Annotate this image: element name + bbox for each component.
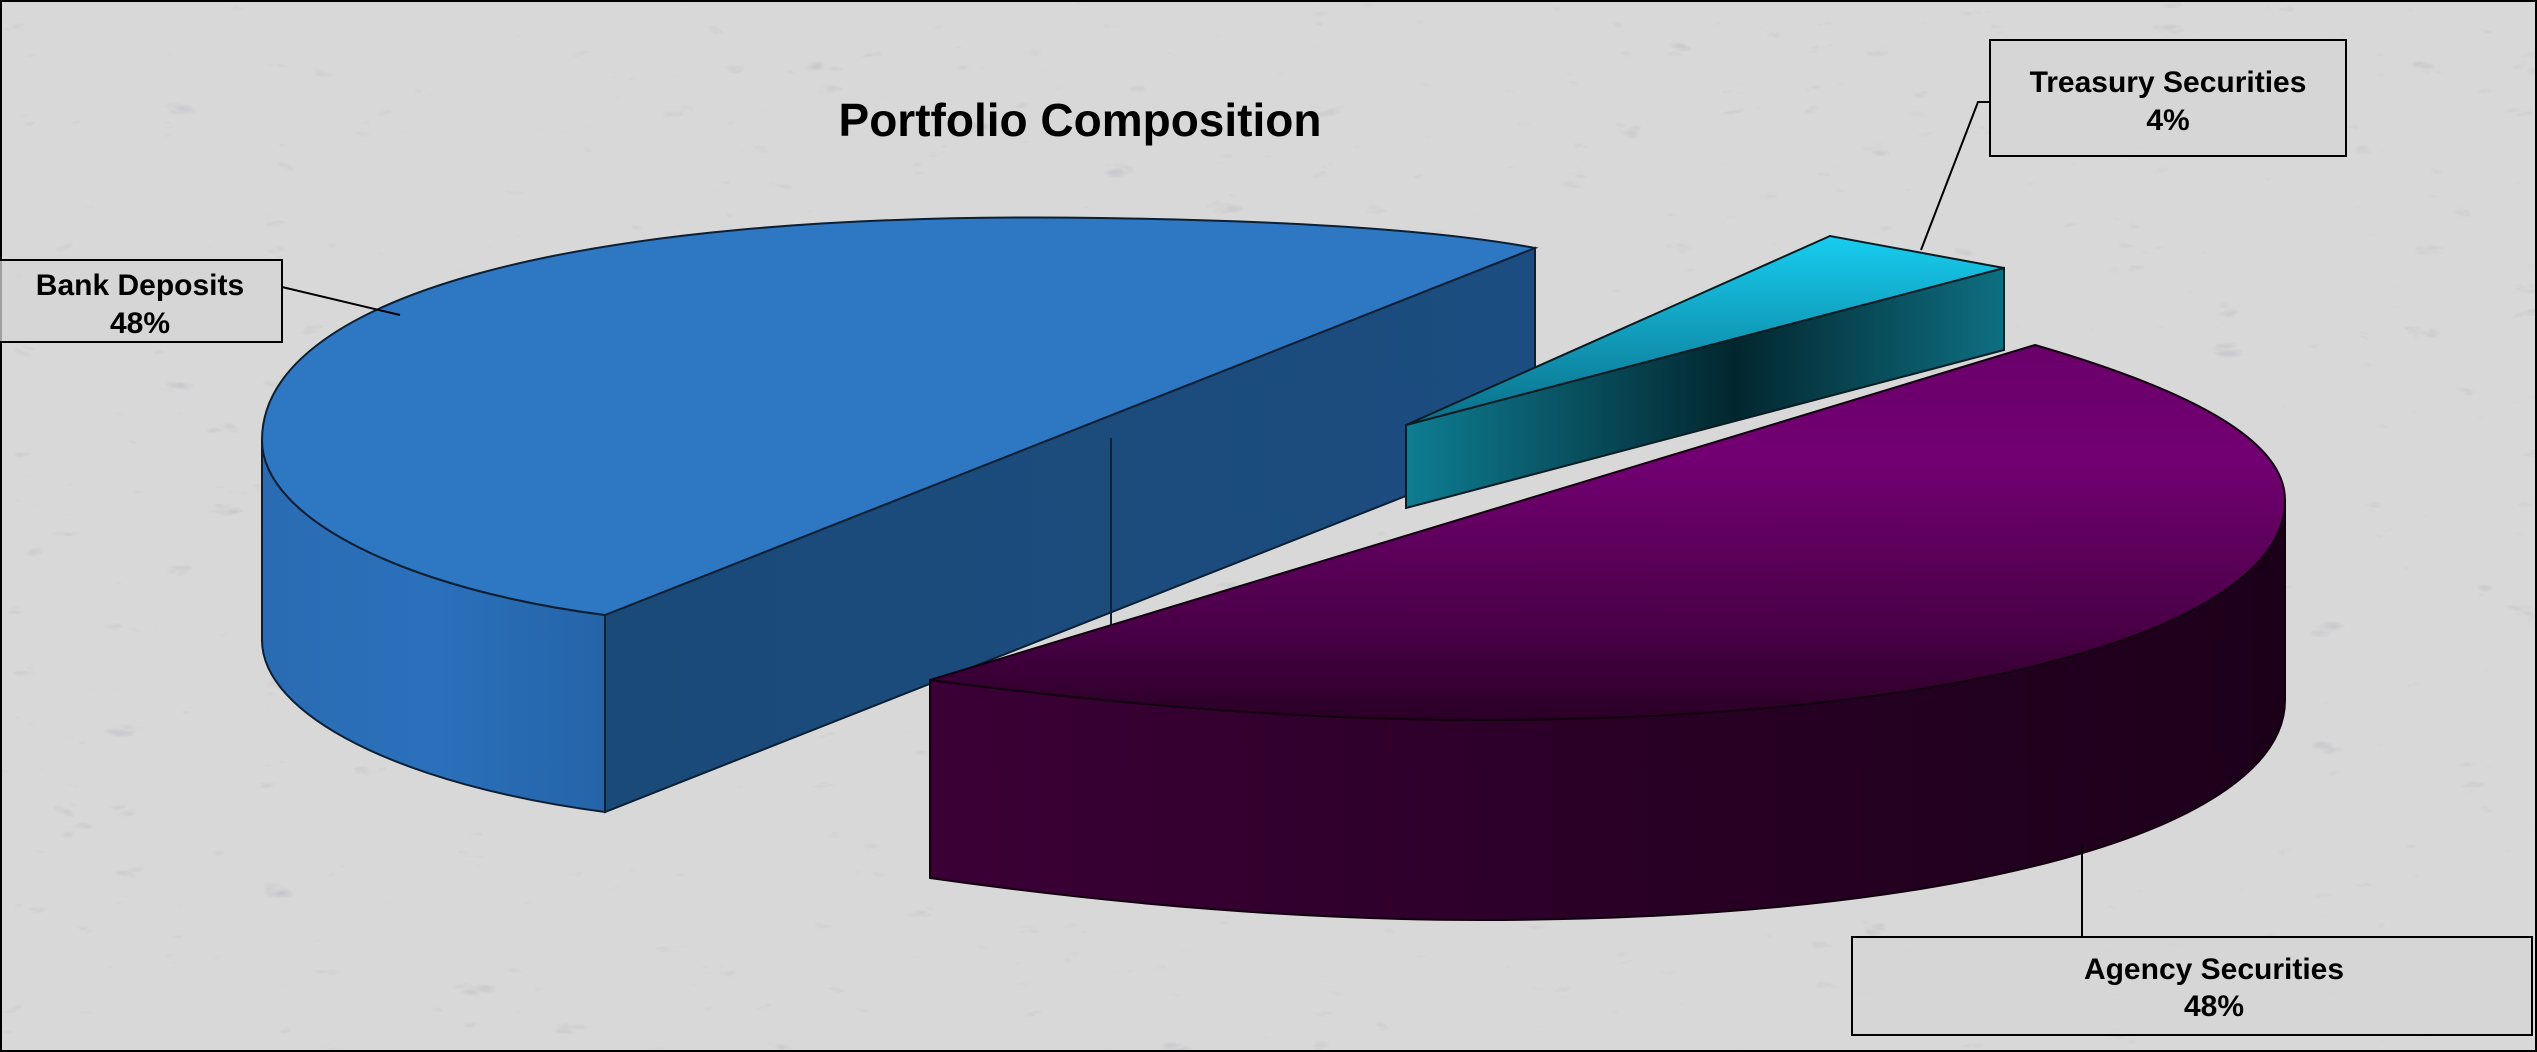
label-box xyxy=(1851,936,2533,1036)
chart-title: Portfolio Composition xyxy=(839,94,1322,146)
slice-label-name: Treasury Securities xyxy=(2030,66,2307,99)
data-label-treasury-securities: Treasury Securities 4% xyxy=(1920,39,2347,251)
slice-label-name: Bank Deposits xyxy=(36,269,244,302)
slice-label-value: 48% xyxy=(2184,990,2244,1023)
leader-line xyxy=(281,286,401,316)
slice-treasury-securities xyxy=(1405,234,2005,510)
slice-bank-deposits xyxy=(260,216,1539,814)
slice-label-value: 48% xyxy=(110,307,170,340)
label-box xyxy=(1989,39,2347,157)
slice-agency-securities xyxy=(929,343,2287,922)
data-label-bank-deposits: Bank Deposits 48% xyxy=(0,259,401,343)
data-label-agency-securities: Agency Securities 48% xyxy=(1851,845,2533,1036)
leader-line xyxy=(1920,101,1990,251)
slice-label-name: Agency Securities xyxy=(2084,953,2344,986)
label-box xyxy=(0,259,283,343)
slice-label-value: 4% xyxy=(2146,104,2189,137)
